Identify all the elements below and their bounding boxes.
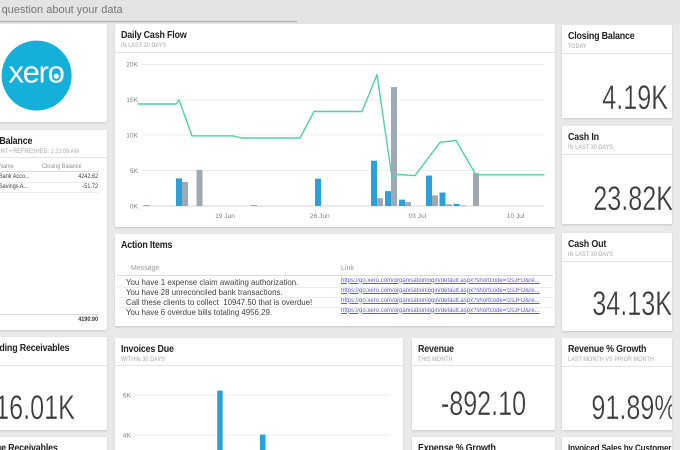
closing-balance-value: 4.19K	[602, 79, 668, 117]
cash-in-header-rule	[562, 154, 672, 155]
action-item-link[interactable]: https://go.xero.com/organisationlogin/de…	[341, 277, 540, 284]
revenue-title: Revenue	[418, 344, 454, 355]
bank-balance-total-rule	[0, 314, 99, 315]
svg-text:10K: 10K	[126, 133, 138, 140]
cash-out-title: Cash Out	[568, 239, 607, 250]
expense-growth-title: Expense % Growth	[418, 443, 496, 450]
bank-balance-col-closing-balance: Closing Balance	[42, 163, 82, 170]
svg-text:0K: 0K	[130, 203, 139, 210]
tile-revenue-growth[interactable]: Revenue % Growth LAST MONTH VS PRIOR MON…	[562, 338, 672, 430]
cash-out-value: 34.13K	[592, 285, 672, 323]
invoices-due-title: Invoices Due	[121, 344, 174, 355]
outstanding-receivables-header-rule	[0, 365, 107, 366]
tile-revenue[interactable]: Revenue THIS MONTH -892.10	[412, 338, 555, 430]
tile-action-items[interactable]: Action Items Message Link You have 1 exp…	[115, 234, 555, 326]
cash-in-title: Cash In	[568, 132, 599, 143]
action-item-link[interactable]: https://go.xero.com/organisationlogin/de…	[341, 297, 540, 304]
action-items-col-message: Message	[131, 265, 160, 272]
action-items-row-divider	[117, 306, 553, 308]
action-item-link[interactable]: https://go.xero.com/organisationlogin/de…	[341, 287, 540, 294]
tile-cash-out[interactable]: Cash Out IN LAST 30 DAYS 34.13K	[562, 233, 672, 331]
invoices-due-chart[interactable]: 6K 4K	[115, 338, 403, 450]
bank-balance-subtitle: CURRENT • REFRESHED: 1:21:08 AM	[0, 148, 79, 155]
invoices-due-header-rule	[115, 365, 403, 366]
cash-out-header-rule	[562, 261, 672, 262]
tile-xero-logo[interactable]: xero	[0, 24, 107, 122]
qa-bar: Ask a question about your data	[0, 0, 680, 24]
xero-logo-icon: xero	[1, 40, 72, 111]
tile-outstanding-receivables[interactable]: Outstanding Receivables 16.01K	[0, 337, 107, 430]
revenue-growth-title: Revenue % Growth	[568, 344, 647, 355]
action-items-row-divider	[117, 286, 553, 288]
action-items-col-link: Link	[341, 265, 354, 272]
revenue-growth-header-rule	[562, 366, 672, 367]
svg-text:5K: 5K	[130, 168, 139, 175]
svg-text:6K: 6K	[123, 392, 132, 399]
bank-balance-title: Bank Balance	[0, 136, 33, 147]
bank-balance-row-value[interactable]: 4242.62	[78, 173, 98, 180]
revenue-growth-subtitle: LAST MONTH VS PRIOR MONTH	[568, 356, 654, 363]
tile-invoiced-sales-by-customer[interactable]: Invoiced Sales by Customer	[562, 437, 672, 450]
svg-text:03 Jul: 03 Jul	[408, 213, 426, 220]
outstanding-receivables-value: 16.01K	[0, 389, 75, 427]
qa-input-underline	[0, 21, 297, 22]
bank-balance-row-name[interactable]: Savings A...	[0, 183, 28, 190]
bank-balance-header-rule	[0, 157, 107, 158]
action-item-message: You have 28 unreconciled bank transactio…	[126, 287, 283, 297]
daily-cash-flow-chart[interactable]: 0K 5K 10K 15K 20K 19 Jun 26 Jun 03 Jul 10 Jul	[115, 24, 555, 227]
bank-balance-row-divider	[0, 181, 99, 183]
outstanding-receivables-title: Outstanding Receivables	[0, 343, 69, 354]
svg-text:10 Jul: 10 Jul	[507, 213, 525, 220]
revenue-value: -892.10	[440, 385, 527, 423]
action-item-message: Call these clients to collect 10947.50 t…	[126, 297, 313, 307]
invoiced-sales-title: Invoiced Sales by Customer	[568, 443, 672, 450]
action-item-link[interactable]: https://go.xero.com/organisationlogin/de…	[341, 307, 540, 314]
bank-balance-table-header-rule	[0, 171, 99, 172]
tile-invoices-due[interactable]: Invoices Due WITHIN 30 DAYS 6K 4K	[115, 338, 403, 450]
invoices-due-subtitle: WITHIN 30 DAYS	[121, 356, 165, 363]
daily-cash-flow-title: Daily Cash Flow	[121, 30, 187, 41]
tile-cash-in[interactable]: Cash In IN LAST 30 DAYS 23.82K	[562, 126, 672, 224]
tile-overdue-receivables[interactable]: Overdue Receivables	[0, 437, 107, 450]
bank-balance-total: 4190.90	[78, 316, 98, 323]
svg-text:4K: 4K	[123, 432, 132, 439]
cash-out-subtitle: IN LAST 30 DAYS	[568, 251, 614, 258]
action-items-title: Action Items	[121, 240, 173, 251]
action-item-message: You have 6 overdue bills totaling 4956.2…	[126, 307, 273, 317]
tile-daily-cash-flow[interactable]: Daily Cash Flow IN LAST 30 DAYS 0K 5K 10K 1…	[115, 24, 555, 227]
revenue-header-rule	[412, 365, 555, 366]
closing-balance-subtitle: TODAY	[568, 43, 587, 50]
bank-balance-row-value[interactable]: -51.72	[82, 183, 98, 190]
svg-text:26 Jun: 26 Jun	[310, 213, 330, 220]
tile-bank-balance[interactable]: Bank Balance CURRENT • REFRESHED: 1:21:0…	[0, 130, 107, 330]
revenue-growth-value: 91.89%	[591, 389, 672, 427]
overdue-receivables-title: Overdue Receivables	[0, 443, 58, 450]
daily-cash-flow-subtitle: IN LAST 30 DAYS	[121, 42, 167, 49]
svg-text:19 Jun: 19 Jun	[215, 213, 235, 220]
tile-expense-growth[interactable]: Expense % Growth	[412, 437, 555, 450]
action-item-message: You have 1 expense claim awaiting author…	[126, 277, 299, 287]
tile-closing-balance[interactable]: Closing Balance TODAY 4.19K	[562, 25, 672, 118]
qa-question-input[interactable]: Ask a question about your data	[0, 4, 123, 16]
action-items-row-divider	[117, 296, 553, 298]
revenue-subtitle: THIS MONTH	[418, 356, 453, 363]
daily-cash-flow-header-rule	[115, 52, 555, 53]
svg-text:xero: xero	[8, 55, 63, 90]
svg-text:20K: 20K	[126, 62, 138, 69]
closing-balance-title: Closing Balance	[568, 31, 635, 42]
cash-in-value: 23.82K	[593, 180, 672, 218]
bank-balance-row-divider	[0, 191, 99, 193]
svg-text:15K: 15K	[126, 97, 138, 104]
action-items-header-rule	[117, 275, 553, 276]
cash-in-subtitle: IN LAST 30 DAYS	[568, 144, 614, 151]
bank-balance-row-name[interactable]: Bank Acco...	[0, 173, 30, 180]
closing-balance-header-rule	[562, 53, 672, 54]
bank-balance-col-name: Name	[0, 163, 14, 170]
